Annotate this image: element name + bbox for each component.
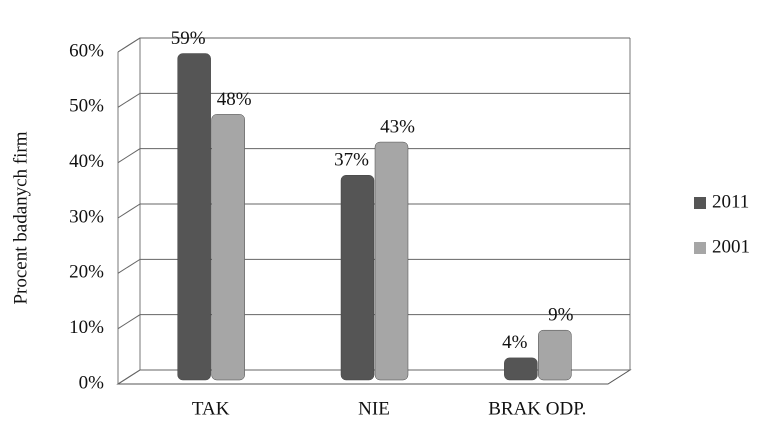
bar (211, 114, 245, 381)
grid-line (117, 258, 630, 274)
bar (374, 141, 409, 381)
y-tick-label: 40% (69, 151, 104, 172)
y-tick-label: 20% (69, 262, 104, 283)
bar (504, 357, 538, 381)
x-tick-label: TAK (192, 398, 230, 419)
bar (538, 329, 572, 381)
legend-swatch (694, 242, 706, 254)
x-tick-label: NIE (358, 398, 390, 419)
bar (177, 53, 211, 381)
grid-line (117, 203, 630, 219)
grid-line (117, 37, 630, 53)
legend-label: 2011 (712, 191, 749, 212)
grid-line (117, 369, 630, 385)
y-tick-label: 50% (69, 96, 104, 117)
value-label: 43% (380, 116, 415, 137)
grid-line (117, 314, 630, 330)
legend-swatch (694, 197, 706, 209)
y-tick-label: 10% (69, 317, 104, 338)
x-tick-label: BRAK ODP. (488, 398, 586, 419)
y-axis-label: Procent badanych firm (10, 131, 31, 304)
grid-line (117, 148, 630, 164)
value-label: 4% (502, 332, 528, 353)
value-label: 9% (548, 305, 574, 326)
legend-label: 2001 (712, 236, 750, 257)
value-label: 48% (217, 89, 252, 110)
y-tick-label: 30% (69, 206, 104, 227)
bar (340, 175, 375, 381)
value-label: 59% (171, 28, 206, 49)
y-tick-label: 60% (69, 40, 104, 61)
y-tick-label: 0% (79, 372, 105, 393)
grid-line (117, 92, 630, 108)
value-label: 37% (334, 150, 369, 171)
